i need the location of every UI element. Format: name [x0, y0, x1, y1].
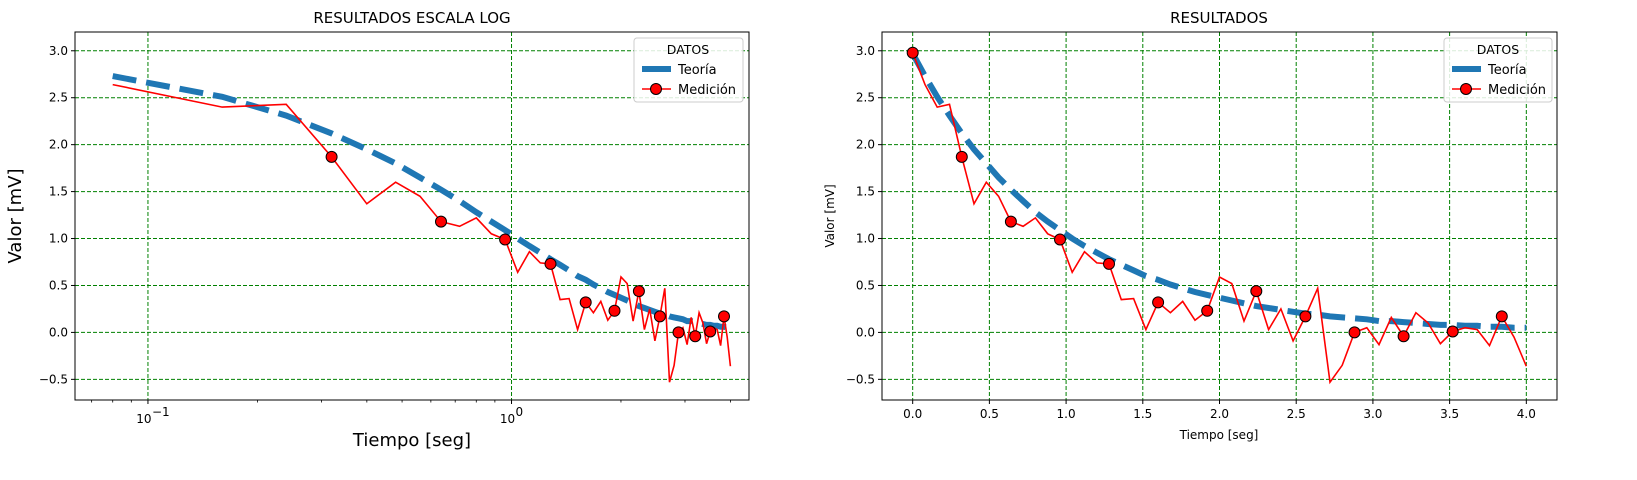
y-axis-ticks: −0.5 0.0 0.5 1.0 1.5 2.0 2.5 3.0	[846, 44, 882, 386]
medicion-marker	[1348, 326, 1361, 339]
y-axis-ticks: −0.5 0.0 0.5 1.0 1.5 2.0 2.5 3.0	[39, 44, 75, 386]
y-tick-label: 1.0	[856, 232, 875, 246]
medicion-marker	[689, 330, 702, 343]
y-tick-label: 0.5	[49, 278, 68, 292]
y-tick-label: 1.5	[49, 185, 68, 199]
medicion-marker	[704, 325, 717, 338]
x-tick-label: 3.0	[1363, 407, 1382, 421]
x-tick-label: 10	[500, 412, 515, 426]
y-tick-label: 3.0	[49, 44, 68, 58]
x-tick-exponent: −1	[152, 405, 170, 419]
medicion-marker	[499, 233, 512, 246]
medicion-marker	[1495, 310, 1508, 323]
teoria-line	[910, 52, 1527, 331]
x-axis-label: Tiempo [seg]	[352, 430, 471, 451]
log-scale-panel: −0.50.00.51.01.52.02.53.0 10 −1 10 0 RESULT…	[5, 9, 750, 451]
medicion-marker	[1299, 310, 1312, 323]
legend: DATOS Teoría Medición	[633, 37, 744, 103]
y-tick-label: 2.5	[49, 91, 68, 105]
medicion-marker	[632, 285, 645, 298]
medicion-marker	[435, 215, 447, 228]
medicion-marker	[579, 296, 592, 309]
y-axis-label: Valor [mV]	[5, 169, 26, 264]
legend-box	[633, 37, 744, 103]
legend: DATOS Teoría Medición	[1443, 37, 1553, 103]
medicion-marker	[544, 257, 557, 270]
legend-label-medicion: Medición	[1488, 83, 1546, 98]
medicion-marker	[1054, 233, 1066, 246]
y-tick-label: 2.0	[49, 138, 68, 152]
medicion-marker	[906, 46, 919, 59]
medicion-marker	[1250, 285, 1263, 298]
medicion-marker	[1103, 257, 1115, 270]
medicion-marker	[1446, 325, 1459, 338]
x-tick-label: 4.0	[1517, 407, 1536, 421]
medicion-marker	[672, 326, 685, 339]
medicion-series	[906, 46, 1528, 385]
x-tick-label: 2.0	[1210, 407, 1229, 421]
x-tick-label: 0.0	[903, 407, 922, 421]
x-tick-label: 10	[136, 412, 151, 426]
y-tick-label: 2.0	[856, 138, 875, 152]
legend-title: DATOS	[667, 42, 709, 57]
x-tick-label: 3.5	[1440, 407, 1459, 421]
y-axis-label: Valor [mV]	[823, 184, 837, 247]
y-tick-label: 3.0	[856, 44, 875, 58]
legend-swatch-medicion-marker	[650, 83, 662, 95]
medicion-marker	[325, 150, 338, 163]
x-tick-exponent: 0	[516, 405, 524, 419]
medicion-marker	[1152, 296, 1165, 309]
x-axis-ticks: 0.0 0.5 1.0 1.5 2.0 2.5 3.0 3.5 4.0	[903, 400, 1536, 421]
legend-label-teoria: Teoría	[677, 63, 717, 78]
medicion-marker	[955, 150, 968, 163]
medicion-line	[112, 83, 732, 383]
y-tick-label: 0.0	[856, 325, 875, 339]
legend-swatch-medicion-marker	[1460, 83, 1472, 95]
y-tick-label: −0.5	[39, 372, 68, 386]
medicion-marker	[1201, 304, 1214, 317]
medicion-marker	[653, 310, 666, 323]
y-tick-label: 0.5	[856, 278, 875, 292]
medicion-marker	[718, 310, 730, 323]
x-tick-label: 1.0	[1057, 407, 1076, 421]
chart-title: RESULTADOS	[1170, 9, 1268, 27]
x-axis-ticks: 10 −1 10 0	[91, 400, 731, 426]
medicion-marker	[1397, 330, 1410, 343]
grid-lines	[882, 32, 1557, 400]
y-tick-label: 2.5	[856, 91, 875, 105]
y-tick-label: −0.5	[846, 372, 875, 386]
linear-scale-panel: −0.5 0.0 0.5 1.0 1.5 2.0 2.5 3.0 0.0 0.5 1.0 1.5 2.…	[823, 9, 1558, 442]
y-tick-label: 1.0	[49, 232, 68, 246]
x-tick-label: 0.5	[980, 407, 999, 421]
legend-label-medicion: Medición	[678, 83, 736, 98]
x-axis-label: Tiempo [seg]	[1179, 428, 1259, 442]
x-tick-label: 2.5	[1287, 407, 1306, 421]
legend-title: DATOS	[1477, 42, 1519, 57]
medicion-series	[112, 83, 732, 383]
axes-frame	[74, 31, 750, 401]
medicion-marker	[608, 304, 621, 317]
medicion-marker	[1004, 215, 1017, 228]
chart-title: RESULTADOS ESCALA LOG	[313, 9, 510, 27]
legend-label-teoria: Teoría	[1487, 63, 1527, 78]
y-tick-label: 0.0	[49, 325, 68, 339]
teoria-series	[910, 52, 1527, 331]
x-tick-label: 1.5	[1133, 407, 1152, 421]
y-tick-label: 1.5	[856, 185, 875, 199]
